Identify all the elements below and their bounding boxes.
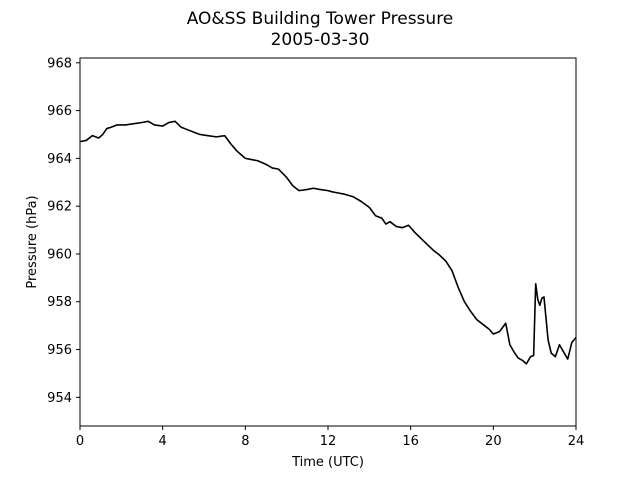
x-tick-label: 12	[320, 434, 337, 449]
x-axis: 0 4 8 12 16 20 24	[76, 426, 584, 449]
y-axis: 954 956 958 960 962 964 966 968	[47, 56, 80, 406]
y-tick-label: 958	[47, 295, 72, 310]
x-tick-label: 4	[159, 434, 167, 449]
y-axis-label: Pressure (hPa)	[25, 195, 40, 288]
x-tick-label: 16	[402, 434, 419, 449]
x-tick-label: 0	[76, 434, 84, 449]
x-tick-label: 20	[485, 434, 502, 449]
y-tick-label: 954	[47, 391, 72, 406]
y-tick-label: 960	[47, 247, 72, 262]
chart-subtitle: 2005-03-30	[271, 30, 370, 50]
y-tick-label: 966	[47, 104, 72, 119]
chart-title: AO&SS Building Tower Pressure	[187, 9, 454, 29]
pressure-series-line	[79, 120, 577, 365]
plot-frame	[79, 57, 577, 427]
y-tick-label: 968	[47, 56, 72, 71]
x-tick-label: 8	[241, 434, 249, 449]
x-tick-label: 24	[568, 434, 585, 449]
y-tick-label: 964	[47, 152, 72, 167]
plot-area	[79, 120, 577, 365]
y-tick-label: 956	[47, 343, 72, 358]
y-tick-label: 962	[47, 200, 72, 215]
x-axis-label: Time (UTC)	[291, 455, 364, 470]
